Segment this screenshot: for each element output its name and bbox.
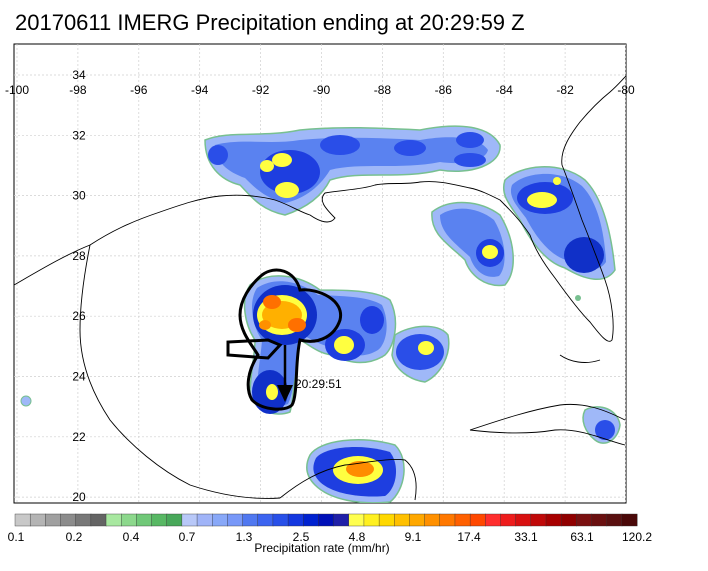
latitude-label: 30 [72,189,86,203]
colorbar-swatch [348,513,365,527]
longitude-label: -100 [5,83,29,97]
latitude-label: 24 [72,370,86,384]
coastlines [14,75,626,501]
colorbar-swatch [591,513,608,527]
precipitation-field [20,125,621,503]
colorbar-swatch [212,513,228,527]
colorbar-swatch [500,513,517,527]
precip-region-north-gulf-coast [204,125,501,216]
colorbar-swatch [394,513,410,527]
colorbar-swatch [242,513,259,527]
colorbar-swatch [29,513,46,527]
colorbar-swatch [14,513,31,527]
colorbar-swatch [530,513,547,527]
colorbar-swatch [424,513,441,527]
precip-region-florida [503,166,616,280]
latitude-label: 34 [72,68,86,82]
colorbar-tick-label: 63.1 [570,530,594,544]
colorbar-swatch [196,513,213,527]
longitude-label: -82 [556,83,574,97]
track-time-label: 20:29:51 [295,377,342,391]
longitude-labels: -100 -98 -96 -94 -92 -90 -88 -86 -84 -82 -80 [5,83,635,97]
colorbar-swatch [606,513,623,527]
longitude-label: -96 [130,83,148,97]
colorbar-swatch [120,513,137,527]
longitude-label: -84 [496,83,514,97]
colorbar-tick-label: 0.7 [179,530,196,544]
colorbar-tick-label: 1.3 [236,530,253,544]
colorbar-tick-labels: 0.1 0.2 0.4 0.7 1.3 2.5 4.8 9.1 17.4 33.1 63.1 120.… [8,530,653,544]
colorbar-swatch [151,513,168,527]
colorbar-swatch [469,513,486,527]
colorbar-tick-label: 2.5 [293,530,310,544]
map-title: 20170611 IMERG Precipitation ending at 2… [15,10,525,35]
colorbar-swatch [166,513,183,527]
latitude-label: 20 [72,490,86,504]
colorbar-swatch [60,513,77,527]
colorbar-title: Precipitation rate (mm/hr) [254,541,389,555]
colorbar-swatch [560,513,577,527]
colorbar-tick-label: 0.4 [123,530,140,544]
colorbar-swatch [409,513,426,527]
colorbar-swatch [181,513,198,527]
longitude-label: -86 [435,83,453,97]
colorbar-swatch [227,513,244,527]
precip-region-small-east [391,325,450,383]
precip-region-cuba [582,406,621,444]
colorbar-tick-label: 33.1 [514,530,538,544]
colorbar-tick-label: 120.2 [622,530,652,544]
colorbar-swatch [515,513,532,527]
colorbar-swatch [136,513,153,527]
map-frame [13,43,627,504]
longitude-label: -90 [313,83,331,97]
longitude-label: -88 [374,83,392,97]
longitude-label: -94 [191,83,209,97]
latitude-label: 32 [72,128,86,142]
colorbar-swatch [333,513,350,527]
longitude-label: -80 [617,83,635,97]
colorbar-tick-label: 0.1 [8,530,25,544]
colorbar-swatch [485,513,501,527]
longitude-label: -92 [252,83,270,97]
precip-region-eastern-gulf [431,201,514,287]
colorbar-swatch [545,513,562,527]
latitude-label: 26 [72,309,86,323]
colorbar-swatch [378,513,395,527]
track-arrow-icon [277,385,293,402]
colorbar-tick-label: 17.4 [457,530,481,544]
colorbar-swatch [621,513,638,527]
latitude-labels: 34 32 30 28 26 24 22 20 [72,68,86,504]
colorbar-swatch [439,513,456,527]
colorbar-tick-label: 9.1 [405,530,422,544]
colorbar-tick-label: 0.2 [66,530,83,544]
colorbar-swatch [287,513,304,527]
precip-region-yucatan [305,439,405,503]
longitude-label: -98 [69,83,87,97]
latitude-label: 28 [72,249,86,263]
colorbar-swatch [75,513,92,527]
latitude-label: 22 [72,430,86,444]
colorbar-swatch [318,513,335,527]
colorbar-swatch [257,513,274,527]
colorbar-swatch [45,513,62,527]
colorbar-swatch [90,513,107,527]
colorbar-swatch [272,513,289,527]
colorbar-swatch [303,513,319,527]
colorbar-swatch [105,513,122,527]
colorbar-swatch [454,513,471,527]
colorbar-swatch [576,513,592,527]
colorbar-tick-label: 4.8 [349,530,366,544]
colorbar-swatch [363,513,380,527]
colorbar [14,513,638,527]
